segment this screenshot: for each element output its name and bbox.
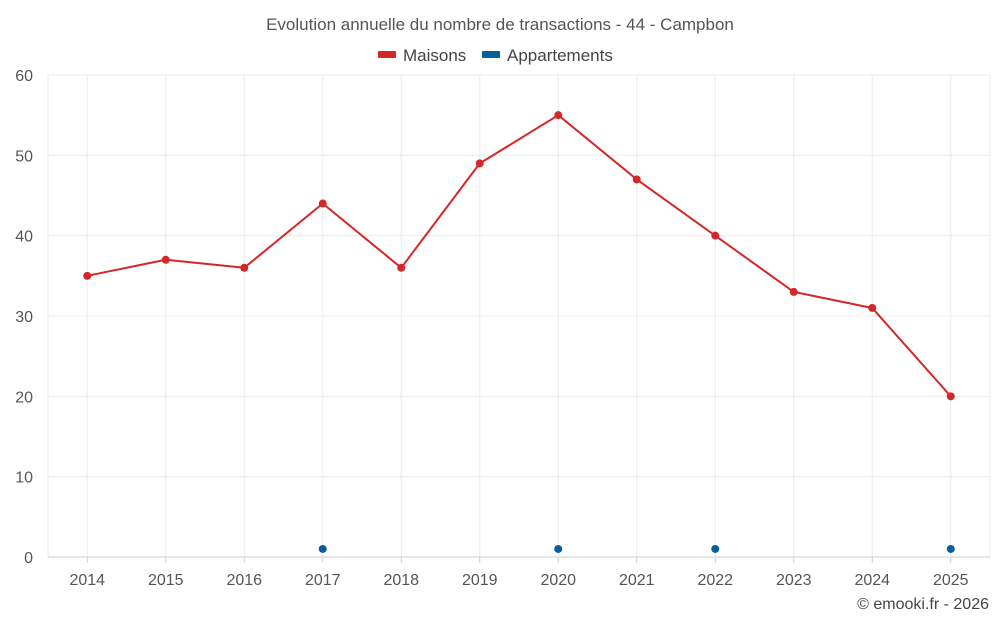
- data-point[interactable]: [868, 303, 877, 312]
- data-point[interactable]: [83, 271, 92, 280]
- data-point[interactable]: [397, 263, 406, 272]
- data-point[interactable]: [554, 544, 563, 553]
- x-tick-label: 2015: [148, 572, 184, 589]
- data-point[interactable]: [632, 175, 641, 184]
- x-tick-label: 2014: [69, 572, 105, 589]
- legend-label-maisons[interactable]: Maisons: [403, 46, 466, 65]
- data-point[interactable]: [711, 544, 720, 553]
- x-tick-label: 2025: [933, 572, 969, 589]
- credit-text: © emooki.fr - 2026: [857, 596, 989, 613]
- x-tick-label: 2018: [383, 572, 419, 589]
- data-point[interactable]: [789, 287, 798, 296]
- data-point[interactable]: [711, 231, 720, 240]
- y-tick-label: 20: [15, 389, 33, 406]
- data-point[interactable]: [161, 255, 170, 264]
- x-tick-label: 2016: [226, 572, 262, 589]
- y-tick-label: 0: [24, 550, 33, 567]
- series-line: [87, 114, 952, 397]
- data-point[interactable]: [946, 544, 955, 553]
- y-tick-label: 10: [15, 470, 33, 487]
- series-maisons: [83, 111, 955, 401]
- series-appartements: [318, 544, 955, 553]
- data-point[interactable]: [240, 263, 249, 272]
- chart-title: Evolution annuelle du nombre de transact…: [266, 15, 734, 34]
- x-tick-label: 2024: [854, 572, 890, 589]
- x-tick-label: 2017: [305, 572, 341, 589]
- y-axis-ticks: 0 10 20 30 40 50 60: [15, 68, 33, 567]
- legend-label-appartements[interactable]: Appartements: [507, 46, 613, 65]
- legend-swatch-maisons: [378, 51, 396, 58]
- data-point[interactable]: [946, 392, 955, 401]
- legend-swatch-appartements: [482, 51, 500, 58]
- data-point[interactable]: [475, 159, 484, 168]
- x-tick-label: 2021: [619, 572, 655, 589]
- y-tick-label: 40: [15, 229, 33, 246]
- data-point[interactable]: [318, 199, 327, 208]
- x-axis-ticks: 2014 2015 2016 2017 2018 2019 2020 2021 2022 2023…: [69, 557, 969, 589]
- x-tick-label: 2023: [776, 572, 812, 589]
- data-point[interactable]: [318, 544, 327, 553]
- y-tick-label: 60: [15, 68, 33, 85]
- y-tick-label: 30: [15, 309, 33, 326]
- grid: [47, 74, 991, 557]
- data-point[interactable]: [554, 111, 563, 120]
- x-tick-label: 2022: [697, 572, 733, 589]
- series: [83, 111, 955, 553]
- y-tick-label: 50: [15, 148, 33, 165]
- legend[interactable]: Maisons Appartements: [378, 46, 613, 65]
- x-tick-label: 2019: [462, 572, 498, 589]
- x-tick-label: 2020: [540, 572, 576, 589]
